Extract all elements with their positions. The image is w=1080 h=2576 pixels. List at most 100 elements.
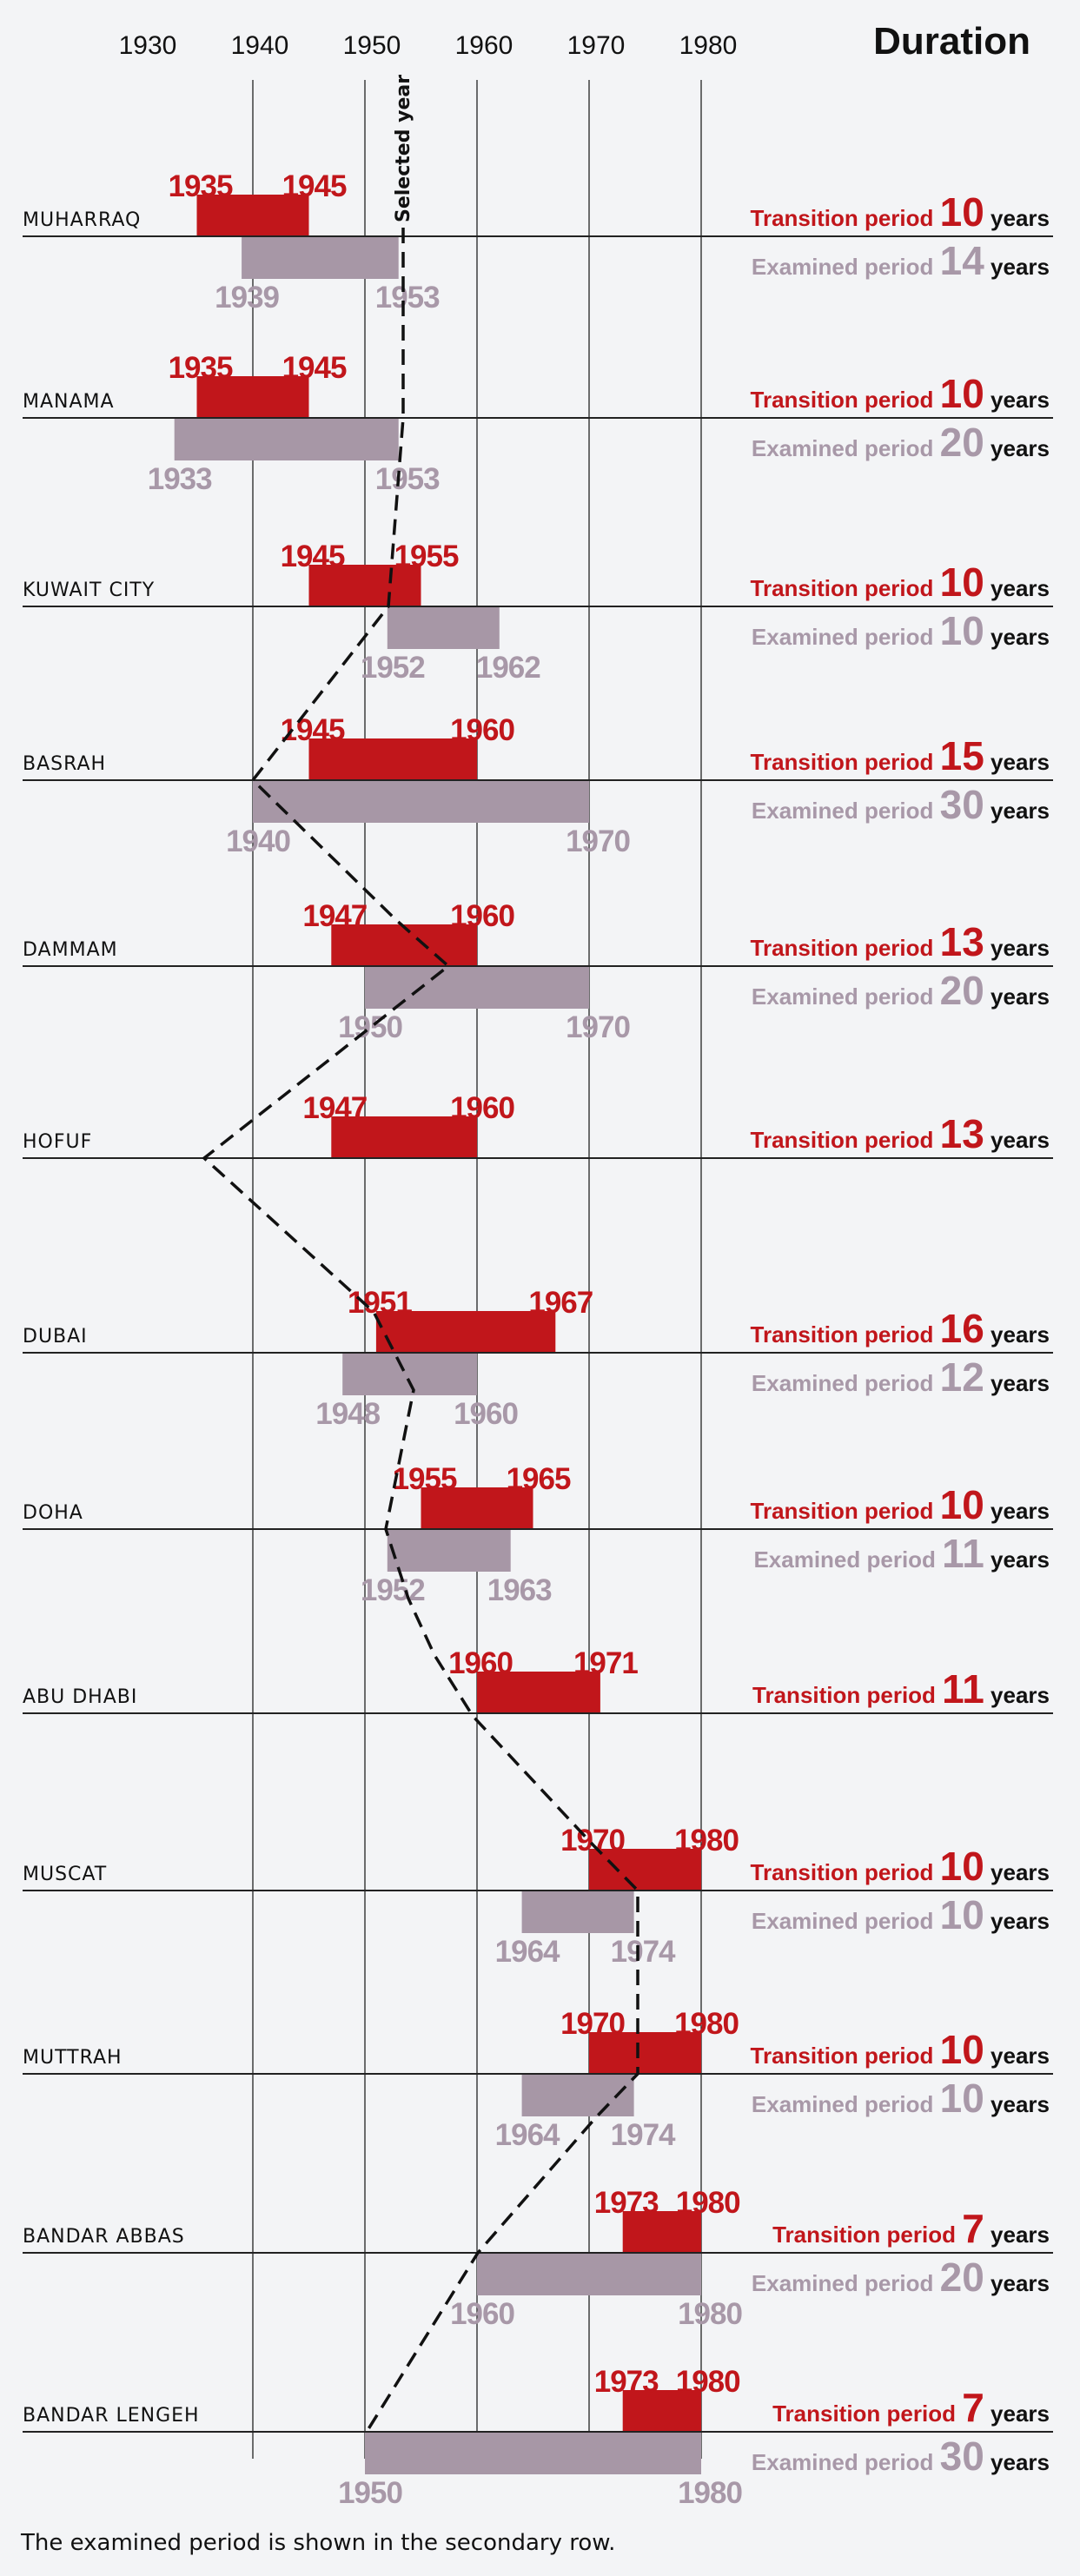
transition-period-label: Transition period	[751, 2043, 940, 2069]
city-row: 1951 1967 1948 1960 DUBAI Transition period 1…	[23, 1286, 1053, 1431]
examined-period-label: Examined period	[752, 435, 940, 461]
examined-period-label: Examined period	[752, 1908, 940, 1934]
examined-start-label: 1939	[215, 281, 279, 315]
transition-duration: Transition period 13 years	[751, 1111, 1050, 1156]
examined-end-label: 1962	[476, 651, 540, 685]
city-name: KUWAIT CITY	[23, 579, 155, 601]
city-row: 1960 1971 ABU DHABI Transition period 11 ye…	[23, 1646, 1053, 1714]
transition-bar	[622, 2390, 701, 2432]
transition-end-label: 1971	[573, 1646, 638, 1680]
transition-start-label: 1973	[594, 2365, 659, 2399]
transition-start-label: 1945	[281, 540, 345, 573]
examined-bar	[242, 237, 399, 279]
transition-years-value: 7	[962, 2385, 984, 2430]
transition-years-value: 10	[940, 1844, 984, 1889]
x-tick-label: 1940	[231, 31, 289, 60]
years-unit: years	[984, 1321, 1050, 1348]
transition-duration: Transition period 13 years	[751, 919, 1050, 964]
years-unit: years	[984, 624, 1050, 650]
years-unit: years	[984, 1908, 1050, 1934]
x-tick-label: 1950	[343, 31, 401, 60]
examined-period-label: Examined period	[752, 254, 940, 280]
examined-years-value: 20	[940, 968, 984, 1013]
examined-years-value: 20	[940, 2255, 984, 2300]
transition-bar	[477, 1672, 600, 1713]
examined-period-label: Examined period	[752, 983, 940, 1010]
examined-bar	[387, 607, 500, 649]
transition-period-label: Transition period	[751, 749, 940, 775]
transition-bar	[331, 924, 477, 966]
transition-duration: Transition period 10 years	[751, 2027, 1050, 2072]
city-name: DUBAI	[23, 1326, 88, 1348]
years-unit: years	[984, 1546, 1050, 1573]
transition-years-value: 10	[940, 1482, 984, 1527]
transition-years-value: 10	[940, 2027, 984, 2072]
transition-years-value: 10	[940, 560, 984, 605]
years-unit: years	[984, 1127, 1050, 1153]
examined-end-label: 1980	[678, 2476, 742, 2510]
years-unit: years	[984, 2270, 1050, 2296]
transition-duration: Transition period 10 years	[751, 371, 1050, 416]
examined-years-value: 10	[940, 1892, 984, 1937]
transition-end-label: 1980	[674, 2007, 739, 2041]
examined-duration: Examined period 14 years	[752, 238, 1050, 283]
transition-period-label: Transition period	[751, 575, 940, 601]
chart-title: Duration	[873, 20, 1030, 63]
city-name: ABU DHABI	[23, 1686, 137, 1708]
gridlines	[252, 80, 702, 2459]
city-row: 1935 1945 1939 1953 MUHARRAQ Transition perio…	[23, 169, 1053, 315]
city-row: 1973 1980 1950 1980 BANDAR LENGEH Transition …	[23, 2365, 1053, 2510]
transition-period-label: Transition period	[751, 935, 940, 961]
examined-period-label: Examined period	[752, 1370, 940, 1396]
city-name: HOFUF	[23, 1131, 92, 1153]
years-unit: years	[984, 2449, 1050, 2475]
examined-end-label: 1970	[566, 824, 630, 858]
city-name: MUTTRAH	[23, 2047, 123, 2069]
years-unit: years	[984, 935, 1050, 961]
years-unit: years	[984, 749, 1050, 775]
examined-period-label: Examined period	[752, 2270, 940, 2296]
transition-period-label: Transition period	[751, 1321, 940, 1348]
examined-period-label: Examined period	[752, 2449, 940, 2475]
city-row: 1935 1945 1933 1953 MANAMA Transition period …	[23, 351, 1053, 496]
transition-end-label: 1980	[676, 2365, 740, 2399]
examined-duration: Examined period 12 years	[752, 1354, 1050, 1400]
examined-start-label: 1948	[315, 1397, 380, 1431]
examined-bar	[365, 967, 589, 1009]
transition-end-label: 1960	[450, 1091, 514, 1125]
examined-end-label: 1953	[375, 281, 440, 315]
x-tick-label: 1970	[567, 31, 626, 60]
transition-duration: Transition period 11 years	[752, 1666, 1050, 1712]
transition-years-value: 11	[942, 1666, 984, 1712]
examined-duration: Examined period 10 years	[752, 1892, 1050, 1937]
years-unit: years	[984, 2401, 1050, 2427]
transition-duration: Transition period 10 years	[751, 560, 1050, 605]
examined-end-label: 1980	[678, 2297, 742, 2331]
transition-end-label: 1980	[674, 1824, 739, 1858]
transition-start-label: 1947	[302, 1091, 367, 1125]
transition-end-label: 1945	[282, 169, 347, 203]
transition-end-label: 1945	[282, 351, 347, 385]
city-name: MUSCAT	[23, 1864, 107, 1885]
examined-end-label: 1953	[375, 462, 440, 496]
examined-end-label: 1974	[611, 2118, 676, 2152]
footnote: The examined period is shown in the seco…	[20, 2530, 615, 2556]
years-unit: years	[984, 254, 1050, 280]
transition-duration: Transition period 10 years	[751, 1482, 1050, 1527]
examined-end-label: 1963	[487, 1573, 552, 1607]
transition-period-label: Transition period	[751, 1127, 940, 1153]
selected-year-line	[202, 228, 639, 2433]
years-unit: years	[984, 435, 1050, 461]
city-row: 1973 1980 1960 1980 BANDAR ABBAS Transition p…	[23, 2186, 1053, 2331]
x-axis-ticks: 1930 1940 1950 1960 1970 1980	[119, 31, 738, 60]
transition-period-label: Transition period	[751, 387, 940, 413]
examined-period-label: Examined period	[752, 624, 940, 650]
selected-year-label: Selected year	[393, 75, 414, 222]
city-row: 1970 1980 1964 1974 MUSCAT Transition period …	[23, 1824, 1053, 1969]
transition-years-value: 7	[962, 2206, 984, 2251]
examined-start-label: 1952	[361, 651, 425, 685]
transition-years-value: 15	[940, 733, 984, 778]
transition-duration: Transition period 15 years	[751, 733, 1050, 778]
years-unit: years	[984, 1370, 1050, 1396]
